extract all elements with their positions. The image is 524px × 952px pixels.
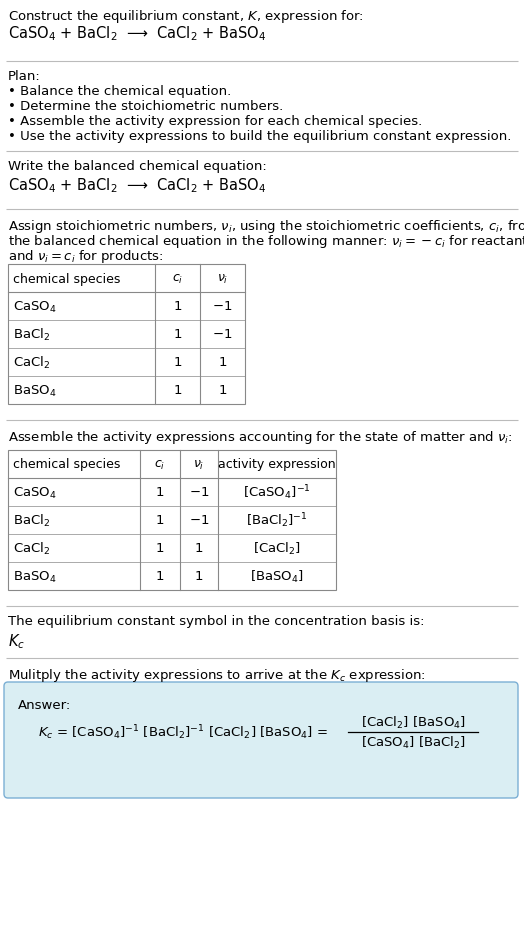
Text: • Use the activity expressions to build the equilibrium constant expression.: • Use the activity expressions to build … (8, 129, 511, 143)
Text: • Balance the chemical equation.: • Balance the chemical equation. (8, 85, 231, 98)
Text: $1$: $1$ (218, 356, 227, 369)
Text: 1: 1 (173, 356, 182, 369)
Text: $-1$: $-1$ (212, 300, 233, 313)
Text: [CaCl$_2$] [BaSO$_4$]: [CaCl$_2$] [BaSO$_4$] (361, 714, 465, 730)
Text: Mulitply the activity expressions to arrive at the $K_c$ expression:: Mulitply the activity expressions to arr… (8, 666, 426, 684)
Text: Assemble the activity expressions accounting for the state of matter and $\nu_i$: Assemble the activity expressions accoun… (8, 428, 512, 446)
Text: BaSO$_4$: BaSO$_4$ (13, 383, 57, 398)
Text: 1: 1 (173, 328, 182, 341)
Text: 1: 1 (156, 514, 164, 527)
FancyBboxPatch shape (8, 265, 245, 405)
Text: Write the balanced chemical equation:: Write the balanced chemical equation: (8, 160, 267, 173)
Text: $-1$: $-1$ (212, 328, 233, 341)
Text: BaSO$_4$: BaSO$_4$ (13, 569, 57, 584)
Text: CaSO$_4$: CaSO$_4$ (13, 485, 57, 500)
Text: • Assemble the activity expression for each chemical species.: • Assemble the activity expression for e… (8, 115, 422, 128)
FancyBboxPatch shape (8, 450, 336, 590)
Text: [CaSO$_4$] [BaCl$_2$]: [CaSO$_4$] [BaCl$_2$] (361, 734, 465, 750)
Text: CaCl$_2$: CaCl$_2$ (13, 541, 50, 557)
Text: $K_c$: $K_c$ (8, 631, 25, 650)
Text: $-1$: $-1$ (189, 486, 209, 499)
Text: [BaCl$_2$]$^{-1}$: [BaCl$_2$]$^{-1}$ (246, 511, 308, 530)
Text: $\nu_i$: $\nu_i$ (217, 272, 228, 286)
Text: chemical species: chemical species (13, 272, 121, 286)
Text: chemical species: chemical species (13, 458, 121, 471)
FancyBboxPatch shape (4, 683, 518, 798)
Text: [CaCl$_2$]: [CaCl$_2$] (253, 541, 301, 557)
Text: Assign stoichiometric numbers, $\nu_i$, using the stoichiometric coefficients, $: Assign stoichiometric numbers, $\nu_i$, … (8, 218, 524, 235)
Text: $-1$: $-1$ (189, 514, 209, 527)
Text: Construct the equilibrium constant, $K$, expression for:: Construct the equilibrium constant, $K$,… (8, 8, 364, 25)
Text: [CaSO$_4$]$^{-1}$: [CaSO$_4$]$^{-1}$ (243, 484, 311, 502)
Text: Answer:: Answer: (18, 698, 71, 711)
Text: BaCl$_2$: BaCl$_2$ (13, 327, 50, 343)
Text: activity expression: activity expression (218, 458, 336, 471)
Text: BaCl$_2$: BaCl$_2$ (13, 512, 50, 528)
Text: [BaSO$_4$]: [BaSO$_4$] (250, 568, 304, 585)
Text: $c_i$: $c_i$ (172, 272, 183, 286)
Text: 1: 1 (156, 542, 164, 555)
Text: $c_i$: $c_i$ (155, 458, 166, 471)
Text: • Determine the stoichiometric numbers.: • Determine the stoichiometric numbers. (8, 100, 283, 113)
Text: 1: 1 (156, 486, 164, 499)
Text: $1$: $1$ (218, 384, 227, 397)
Text: $1$: $1$ (194, 542, 204, 555)
Text: CaCl$_2$: CaCl$_2$ (13, 354, 50, 370)
Text: $\nu_i$: $\nu_i$ (193, 458, 205, 471)
Text: The equilibrium constant symbol in the concentration basis is:: The equilibrium constant symbol in the c… (8, 614, 424, 627)
Text: CaSO$_4$ + BaCl$_2$  ⟶  CaCl$_2$ + BaSO$_4$: CaSO$_4$ + BaCl$_2$ ⟶ CaCl$_2$ + BaSO$_4… (8, 24, 267, 43)
Text: the balanced chemical equation in the following manner: $\nu_i = -c_i$ for react: the balanced chemical equation in the fo… (8, 232, 524, 249)
Text: 1: 1 (173, 384, 182, 397)
Text: 1: 1 (156, 570, 164, 583)
Text: 1: 1 (173, 300, 182, 313)
Text: CaSO$_4$ + BaCl$_2$  ⟶  CaCl$_2$ + BaSO$_4$: CaSO$_4$ + BaCl$_2$ ⟶ CaCl$_2$ + BaSO$_4… (8, 176, 267, 194)
Text: $K_c$ = [CaSO$_4$]$^{-1}$ [BaCl$_2$]$^{-1}$ [CaCl$_2$] [BaSO$_4$] =: $K_c$ = [CaSO$_4$]$^{-1}$ [BaCl$_2$]$^{-… (38, 723, 328, 742)
Text: CaSO$_4$: CaSO$_4$ (13, 299, 57, 314)
Text: and $\nu_i = c_i$ for products:: and $\nu_i = c_i$ for products: (8, 248, 163, 265)
Text: $1$: $1$ (194, 570, 204, 583)
Text: Plan:: Plan: (8, 69, 41, 83)
